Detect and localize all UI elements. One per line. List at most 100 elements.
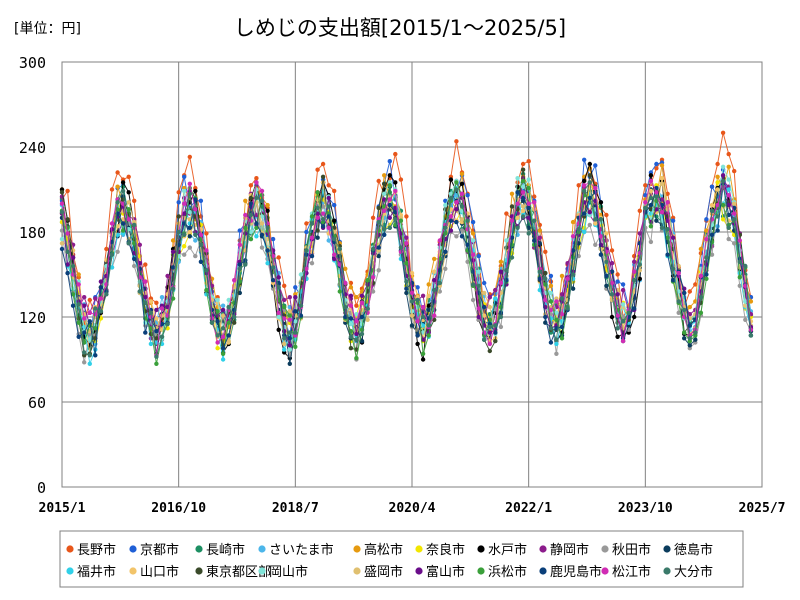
x-tick-label: 2022/1 <box>505 501 552 516</box>
data-point <box>370 246 376 252</box>
data-point <box>109 252 115 257</box>
data-point <box>348 334 354 339</box>
data-point <box>409 270 415 276</box>
data-point <box>254 234 259 239</box>
data-point <box>726 187 731 192</box>
legend-label: 浜松市 <box>488 564 527 580</box>
data-point <box>415 341 420 347</box>
data-point <box>582 157 587 162</box>
data-point <box>737 283 742 288</box>
data-point <box>282 316 287 321</box>
data-point <box>582 183 587 188</box>
data-point <box>104 246 109 252</box>
legend-label: 秋田市 <box>612 542 651 558</box>
data-point <box>82 360 87 365</box>
data-point <box>315 215 320 220</box>
data-point <box>426 303 431 308</box>
data-point <box>670 278 676 283</box>
data-point <box>448 218 454 223</box>
data-point <box>570 248 576 253</box>
data-point <box>504 211 509 216</box>
data-point <box>687 323 692 328</box>
data-point <box>454 139 459 144</box>
data-point <box>726 151 731 157</box>
data-point <box>70 263 76 269</box>
data-point <box>615 279 620 284</box>
data-point <box>632 314 637 320</box>
data-point <box>732 217 737 222</box>
data-point <box>187 210 192 215</box>
legend-label: さいたま市 <box>269 542 334 558</box>
data-point <box>604 259 609 264</box>
data-point <box>593 242 598 247</box>
data-point <box>648 173 654 178</box>
data-point <box>426 307 431 313</box>
data-point <box>370 289 376 294</box>
data-point <box>509 204 515 209</box>
data-point <box>532 218 537 223</box>
data-point <box>415 297 420 303</box>
data-point <box>404 261 409 266</box>
data-point <box>515 201 520 206</box>
data-point <box>220 307 226 313</box>
data-point <box>343 304 348 310</box>
data-point <box>598 252 604 257</box>
data-point <box>632 269 637 274</box>
data-point <box>226 338 231 344</box>
data-point <box>737 238 742 243</box>
data-point <box>615 292 620 297</box>
data-point <box>704 276 709 281</box>
data-point <box>293 309 298 314</box>
data-point <box>459 234 465 239</box>
data-point <box>315 205 320 211</box>
legend-label: 高松市 <box>364 542 403 558</box>
data-point <box>332 202 337 208</box>
data-point <box>254 195 259 201</box>
data-point <box>704 236 709 242</box>
data-point <box>482 313 487 318</box>
data-point <box>443 266 448 271</box>
data-point <box>265 261 270 266</box>
legend-marker <box>195 567 203 575</box>
data-point <box>248 201 254 206</box>
legend-marker <box>663 545 671 553</box>
data-point <box>470 219 476 225</box>
data-point <box>198 198 204 203</box>
data-point <box>365 278 370 283</box>
data-point <box>548 290 554 296</box>
data-point <box>432 256 437 262</box>
data-point <box>704 228 709 233</box>
data-point <box>465 227 470 232</box>
data-point <box>537 235 542 240</box>
data-point <box>704 255 709 260</box>
data-point <box>370 215 376 220</box>
data-point <box>615 326 620 331</box>
data-point <box>715 228 720 233</box>
data-point <box>726 202 731 208</box>
data-point <box>98 309 104 314</box>
data-point <box>515 176 520 181</box>
data-point <box>709 232 715 237</box>
data-point <box>93 326 98 331</box>
data-point <box>143 295 148 300</box>
data-point <box>82 295 87 300</box>
data-point <box>709 208 715 213</box>
data-point <box>220 357 226 362</box>
data-point <box>426 333 431 338</box>
data-point <box>593 221 598 226</box>
data-point <box>354 319 359 324</box>
data-point <box>315 167 320 172</box>
data-point <box>420 304 426 310</box>
data-point <box>598 200 604 205</box>
data-point <box>182 211 187 216</box>
data-point <box>387 183 392 188</box>
data-point <box>493 323 498 328</box>
data-point <box>748 299 754 304</box>
data-point <box>570 272 576 277</box>
data-point <box>520 195 526 201</box>
data-point <box>154 354 159 359</box>
data-point <box>182 244 187 249</box>
data-point <box>459 228 465 233</box>
data-point <box>98 296 104 301</box>
data-point <box>498 259 504 264</box>
